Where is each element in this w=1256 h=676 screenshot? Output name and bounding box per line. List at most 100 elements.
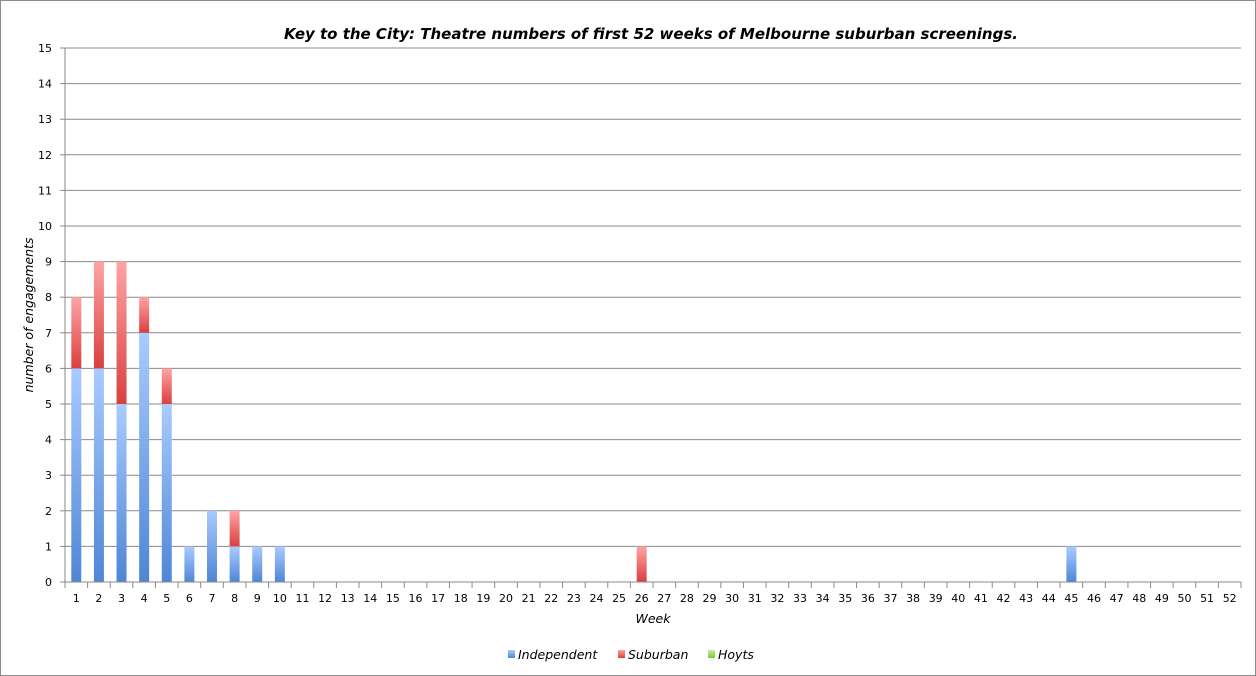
- x-tick-label: 34: [816, 592, 830, 605]
- bar-independent-week-3: [116, 404, 127, 582]
- x-tick-label: 2: [95, 592, 102, 605]
- x-tick-label: 23: [567, 592, 581, 605]
- x-tick-label: 43: [1019, 592, 1033, 605]
- x-tick-label: 11: [295, 592, 309, 605]
- x-tick-label: 18: [454, 592, 468, 605]
- x-tick-label: 51: [1200, 592, 1214, 605]
- x-tick-label: 3: [118, 592, 125, 605]
- x-tick-label: 35: [838, 592, 852, 605]
- bar-independent-week-4: [139, 332, 150, 582]
- x-tick-label: 36: [861, 592, 875, 605]
- x-tick-label: 7: [209, 592, 216, 605]
- y-tick-label: 15: [38, 42, 52, 55]
- x-tick-label: 15: [386, 592, 400, 605]
- bar-suburban-week-2: [93, 261, 104, 369]
- y-tick-label: 5: [45, 398, 52, 411]
- y-tick-label: 7: [45, 327, 52, 340]
- x-tick-label: 52: [1223, 592, 1237, 605]
- legend-label-hoyts: Hoyts: [718, 647, 754, 662]
- x-tick-label: 42: [997, 592, 1011, 605]
- legend-label-suburban: Suburban: [628, 647, 688, 662]
- x-tick-label: 4: [141, 592, 148, 605]
- y-tick-label: 11: [38, 184, 52, 197]
- y-tick-label: 2: [45, 505, 52, 518]
- legend: Independent Suburban Hoyts: [508, 647, 754, 662]
- x-tick-label: 40: [951, 592, 965, 605]
- x-tick-label: 21: [522, 592, 536, 605]
- x-tick-label: 41: [974, 592, 988, 605]
- x-tick-label: 27: [657, 592, 671, 605]
- x-tick-label: 29: [703, 592, 717, 605]
- x-tick-label: 12: [318, 592, 332, 605]
- y-tick-label: 9: [45, 256, 52, 269]
- bar-suburban-week-1: [71, 297, 82, 369]
- bar-independent-week-9: [252, 546, 263, 582]
- legend-swatch-independent: [508, 650, 515, 658]
- y-tick-label: 4: [45, 434, 52, 447]
- x-tick-label: 1: [73, 592, 80, 605]
- bar-independent-week-1: [71, 368, 82, 582]
- legend-label-independent: Independent: [518, 647, 598, 662]
- y-tick-label: 12: [38, 149, 52, 162]
- x-tick-label: 33: [793, 592, 807, 605]
- x-tick-label: 47: [1110, 592, 1124, 605]
- y-tick-label: 1: [45, 540, 52, 553]
- x-tick-label: 25: [612, 592, 626, 605]
- x-tick-label: 49: [1155, 592, 1169, 605]
- x-tick-label: 38: [906, 592, 920, 605]
- y-tick-label: 14: [38, 78, 52, 91]
- x-tick-label: 44: [1042, 592, 1056, 605]
- bar-independent-week-45: [1066, 546, 1077, 582]
- bar-independent-week-8: [229, 546, 240, 582]
- y-tick-label: 3: [45, 469, 52, 482]
- x-tick-label: 8: [231, 592, 238, 605]
- axes: [64, 48, 1241, 583]
- x-tick-label: 50: [1177, 592, 1191, 605]
- bar-independent-week-2: [93, 368, 104, 582]
- x-tick-label: 26: [635, 592, 649, 605]
- x-tick-label: 48: [1132, 592, 1146, 605]
- x-tick-label: 22: [544, 592, 558, 605]
- x-tick-label: 30: [725, 592, 739, 605]
- x-tick-label: 14: [363, 592, 377, 605]
- bar-suburban-week-4: [139, 297, 150, 333]
- bar-independent-week-10: [274, 546, 285, 582]
- bar-independent-week-5: [161, 404, 172, 582]
- x-tick-label: 24: [589, 592, 603, 605]
- y-axis-label: number of engagements: [21, 237, 36, 392]
- x-tick-label: 10: [273, 592, 287, 605]
- x-tick-label: 5: [163, 592, 170, 605]
- y-tick-label: 6: [45, 362, 52, 375]
- y-tick-label: 13: [38, 113, 52, 126]
- x-tick-label: 13: [341, 592, 355, 605]
- bar-independent-week-7: [207, 510, 217, 582]
- x-tick-label: 16: [409, 592, 423, 605]
- x-tick-label: 31: [748, 592, 762, 605]
- chart-title: Key to the City: Theatre numbers of firs…: [284, 25, 1018, 43]
- bar-independent-week-6: [184, 546, 195, 582]
- x-tick-label: 20: [499, 592, 513, 605]
- bars: [71, 261, 1077, 582]
- x-tick-label: 28: [680, 592, 694, 605]
- x-tick-label: 37: [883, 592, 897, 605]
- x-tick-label: 39: [929, 592, 943, 605]
- x-tick-label: 19: [476, 592, 490, 605]
- x-tick-label: 17: [431, 592, 445, 605]
- x-axis-ticks: 1 2 3 4 5 6 7 8 9 10 11 12 13 14 15 16 17 18 19 20 21 22 23 24 2…: [64, 582, 1242, 605]
- gridlines: [65, 47, 1241, 547]
- x-tick-label: 45: [1064, 592, 1078, 605]
- legend-swatch-suburban: [618, 650, 625, 658]
- bar-suburban-week-5: [161, 368, 172, 404]
- bar-suburban-week-8: [229, 510, 240, 547]
- x-tick-label: 46: [1087, 592, 1101, 605]
- legend-swatch-hoyts: [708, 650, 715, 658]
- y-tick-label: 10: [38, 220, 52, 233]
- y-tick-label: 8: [45, 291, 52, 304]
- x-tick-label: 6: [186, 592, 193, 605]
- y-tick-label: 0: [45, 576, 52, 589]
- bar-suburban-week-26: [636, 546, 647, 582]
- bar-suburban-week-3: [116, 261, 127, 404]
